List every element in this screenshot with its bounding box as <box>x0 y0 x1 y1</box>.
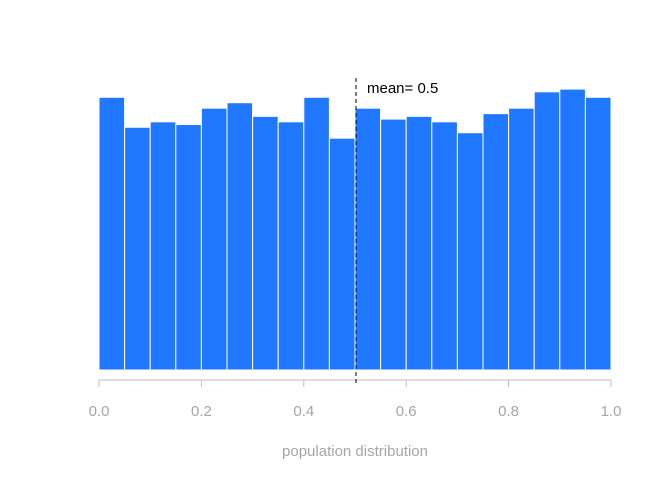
histogram-bar <box>252 115 279 371</box>
histogram-bar <box>226 102 254 371</box>
x-tick-label: 0.0 <box>89 403 110 420</box>
histogram-bar <box>456 132 484 371</box>
histogram-bar <box>431 121 458 371</box>
x-axis-label: population distribution <box>282 443 428 460</box>
bars <box>98 88 612 371</box>
histogram-bar <box>405 115 433 371</box>
x-tick-label: 0.4 <box>293 403 314 420</box>
histogram-bar <box>303 96 330 371</box>
histogram-bar <box>149 121 177 371</box>
histogram-bar <box>380 118 407 371</box>
histogram-bar <box>559 88 586 371</box>
x-axis-ticks: 0.0 0.2 0.4 0.6 0.8 1.0 <box>89 380 622 420</box>
mean-annotation: mean= 0.5 <box>367 80 438 97</box>
histogram-bar <box>328 137 356 371</box>
histogram-bar <box>533 91 561 371</box>
x-tick-label: 0.2 <box>191 403 212 420</box>
x-tick-label: 0.8 <box>498 403 519 420</box>
histogram-bar <box>175 124 202 371</box>
histogram-bar <box>482 113 510 371</box>
histogram-bar <box>98 96 126 371</box>
histogram-bar <box>354 107 382 371</box>
histogram-bar <box>200 107 228 371</box>
histogram-bar <box>124 126 151 371</box>
histogram-bar <box>277 121 305 371</box>
x-tick-label: 0.6 <box>396 403 417 420</box>
x-tick-label: 1.0 <box>601 403 622 420</box>
histogram-bar <box>508 107 535 371</box>
histogram-bar <box>584 96 612 371</box>
